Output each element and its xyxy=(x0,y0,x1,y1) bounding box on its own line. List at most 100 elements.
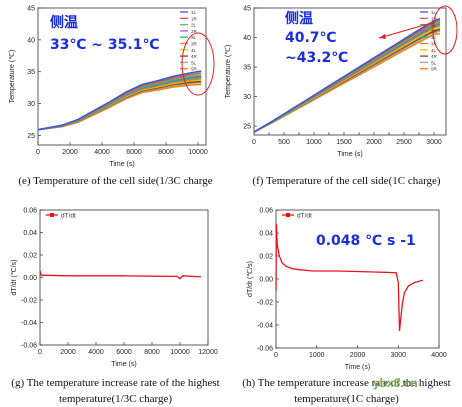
chart-e-series-4R xyxy=(37,80,202,131)
chart-h-series-dT/dt xyxy=(275,223,423,331)
chart-f-legend-entry: 1L xyxy=(431,10,437,15)
chart-e-series-1L xyxy=(37,70,202,131)
chart-f-legend-entry: 2R xyxy=(431,29,438,34)
chart-f-xtick-label: 2000 xyxy=(366,139,382,146)
chart-g-ytick-label: 0.06 xyxy=(23,208,37,215)
chart-h-ytick-label: 0.02 xyxy=(259,254,273,261)
chart-f-series-1L xyxy=(253,17,441,133)
chart-f-ytick-label: 25 xyxy=(243,124,251,131)
chart-f-ytick-label: 40 xyxy=(243,35,251,42)
chart-e-series-5L xyxy=(37,81,202,131)
chart-e-legend-entry: 5L xyxy=(191,60,197,65)
chart-g-series-dT/dt xyxy=(39,270,202,280)
chart-e-xtick-label: 0 xyxy=(36,149,40,156)
chart-h-value-annotation: 0.048 ℃ s -1 xyxy=(316,233,416,249)
chart-h-plot: 0 1000 2000 3000 4000 -0.06 -0.04 -0.02 0.00 0.02… xyxy=(247,208,447,372)
chart-f-ytick-label: 45 xyxy=(243,6,251,13)
chart-h-xtick-label: 4000 xyxy=(431,352,447,359)
chart-f-arrowhead xyxy=(379,34,386,39)
chart-f-legend-entry: 5R xyxy=(431,67,438,72)
chart-e-legend-entry: 3R xyxy=(191,42,198,47)
chart-e-xtick-label: 4000 xyxy=(94,149,110,156)
chart-e-legend-entry: 1L xyxy=(191,10,197,15)
chart-g-ytick-label: -0.06 xyxy=(21,343,37,350)
chart-e-legend-entry: 3L xyxy=(191,35,197,40)
chart-f-xtick-label: 3000 xyxy=(426,139,442,146)
chart-h-ytick-label: 0.04 xyxy=(259,231,273,238)
chart-g-ytick-label: 0.04 xyxy=(23,230,37,237)
chart-h-xtick-label: 3000 xyxy=(390,352,406,359)
chart-f-legend-entry: 4L xyxy=(431,48,437,53)
chart-g-xtick-label: 10000 xyxy=(170,349,190,356)
chart-e-series-5R xyxy=(37,83,202,131)
chart-f-annotation-low: 40.7℃ xyxy=(285,30,337,46)
chart-f-xlabel: Time (s) xyxy=(337,151,362,158)
chart-h-frame xyxy=(275,209,440,349)
chart-g-caption-line1: (g) The temperature increase rate of the… xyxy=(11,377,220,389)
chart-f-xtick-label: 2500 xyxy=(396,139,412,146)
watermark: ybx8.cn xyxy=(373,376,418,390)
chart-e-highlight-ellipse xyxy=(181,32,215,96)
chart-e-legend-entry: 1R xyxy=(191,16,198,21)
chart-h-legend-entry: dT/dt xyxy=(297,213,312,220)
chart-f-legend-entry: 4R xyxy=(431,54,438,59)
chart-g-xtick-label: 12000 xyxy=(198,349,218,356)
chart-f-ylabel: Temperature (℃) xyxy=(225,45,232,99)
chart-f-annotation-label: 侧温 xyxy=(285,11,313,27)
chart-e-ytick-label: 25 xyxy=(27,133,35,140)
chart-e-xtick-label: 6000 xyxy=(126,149,142,156)
chart-g-frame xyxy=(39,209,209,346)
chart-f-caption: (f) Temperature of the cell side(1C char… xyxy=(252,175,441,187)
chart-f-xtick-label: 1000 xyxy=(306,139,322,146)
chart-h-ytick-label: -0.04 xyxy=(257,323,273,330)
chart-g-ytick-label: 0.00 xyxy=(23,275,37,282)
chart-h-xtick-label: 1000 xyxy=(309,352,325,359)
chart-e-caption: (e) Temperature of the cell side(1/3C ch… xyxy=(18,175,213,187)
chart-g-caption-line2: temperature(1/3C charge) xyxy=(58,393,173,405)
chart-f-ytick-label: 30 xyxy=(243,94,251,101)
chart-f-legend-entry: 5L xyxy=(431,60,437,65)
chart-g-xtick-label: 4000 xyxy=(88,349,104,356)
chart-e-legend-entry: 2L xyxy=(191,23,197,28)
chart-f-arrow xyxy=(378,21,436,39)
chart-g-ytick-label: -0.02 xyxy=(21,298,37,305)
chart-g-ytick-label: -0.04 xyxy=(21,320,37,327)
chart-h-ytick-label: -0.06 xyxy=(257,346,273,353)
chart-e-ytick-label: 40 xyxy=(27,37,35,44)
chart-f-xtick-label: 500 xyxy=(278,139,290,146)
chart-h-xtick-label: 2000 xyxy=(350,352,366,359)
chart-h-legend-marker xyxy=(286,213,290,217)
chart-e-legend-entry: 2R xyxy=(191,29,198,34)
chart-e-ytick-label: 30 xyxy=(27,101,35,108)
chart-h-ylabel: dT/dt (℃/s) xyxy=(247,261,254,297)
chart-f-legend-entry: 2L xyxy=(431,23,437,28)
chart-h-ytick-label: -0.02 xyxy=(257,300,273,307)
chart-e-xlabel: Time (s) xyxy=(109,161,134,168)
chart-f-frame xyxy=(253,7,447,136)
chart-g-xtick-label: 6000 xyxy=(116,349,132,356)
chart-panel-e: 0 2000 4000 6000 8000 10000 25 30 35 40 45 Time (s)… xyxy=(0,0,231,200)
chart-h-xtick-label: 0 xyxy=(274,352,278,359)
chart-f-legend-entry: 3R xyxy=(431,42,438,47)
chart-f-xtick-label: 0 xyxy=(252,139,256,146)
chart-e-legend-entry: 4L xyxy=(191,48,197,53)
chart-h-xlabel: Time (s) xyxy=(345,364,370,371)
chart-e-xtick-label: 10000 xyxy=(188,149,208,156)
chart-h-ytick-label: 0.00 xyxy=(259,277,273,284)
chart-e-ylabel: Temperature (℃) xyxy=(9,50,16,104)
chart-h-ytick-label: 0.06 xyxy=(259,208,273,215)
chart-e-ytick-label: 35 xyxy=(27,69,35,76)
chart-f-annotation-high: ~43.2℃ xyxy=(285,50,349,66)
chart-f-ytick-label: 35 xyxy=(243,65,251,72)
chart-panel-f: 0 500 1000 1500 2000 2500 3000 25 30 35 40 45 Time (… xyxy=(225,0,462,200)
chart-g-legend-marker xyxy=(50,213,54,217)
chart-g-xtick-label: 0 xyxy=(38,349,42,356)
chart-g-ylabel: dT/dt (℃/s) xyxy=(11,260,18,296)
chart-g-xlabel: Time (s) xyxy=(111,361,136,368)
chart-g-ytick-label: 0.02 xyxy=(23,253,37,260)
chart-e-xtick-label: 8000 xyxy=(158,149,174,156)
chart-e-xtick-label: 2000 xyxy=(62,149,78,156)
chart-g-plot: 0 2000 4000 6000 8000 10000 12000 -0.06 -0.04 -0.… xyxy=(11,208,218,369)
chart-e-legend-entry: 4R xyxy=(191,54,198,59)
chart-e-series-4L xyxy=(37,79,202,131)
